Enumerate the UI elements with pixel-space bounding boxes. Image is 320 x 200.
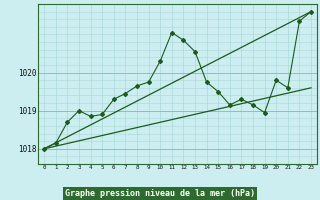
Text: Graphe pression niveau de la mer (hPa): Graphe pression niveau de la mer (hPa) [65, 189, 255, 198]
